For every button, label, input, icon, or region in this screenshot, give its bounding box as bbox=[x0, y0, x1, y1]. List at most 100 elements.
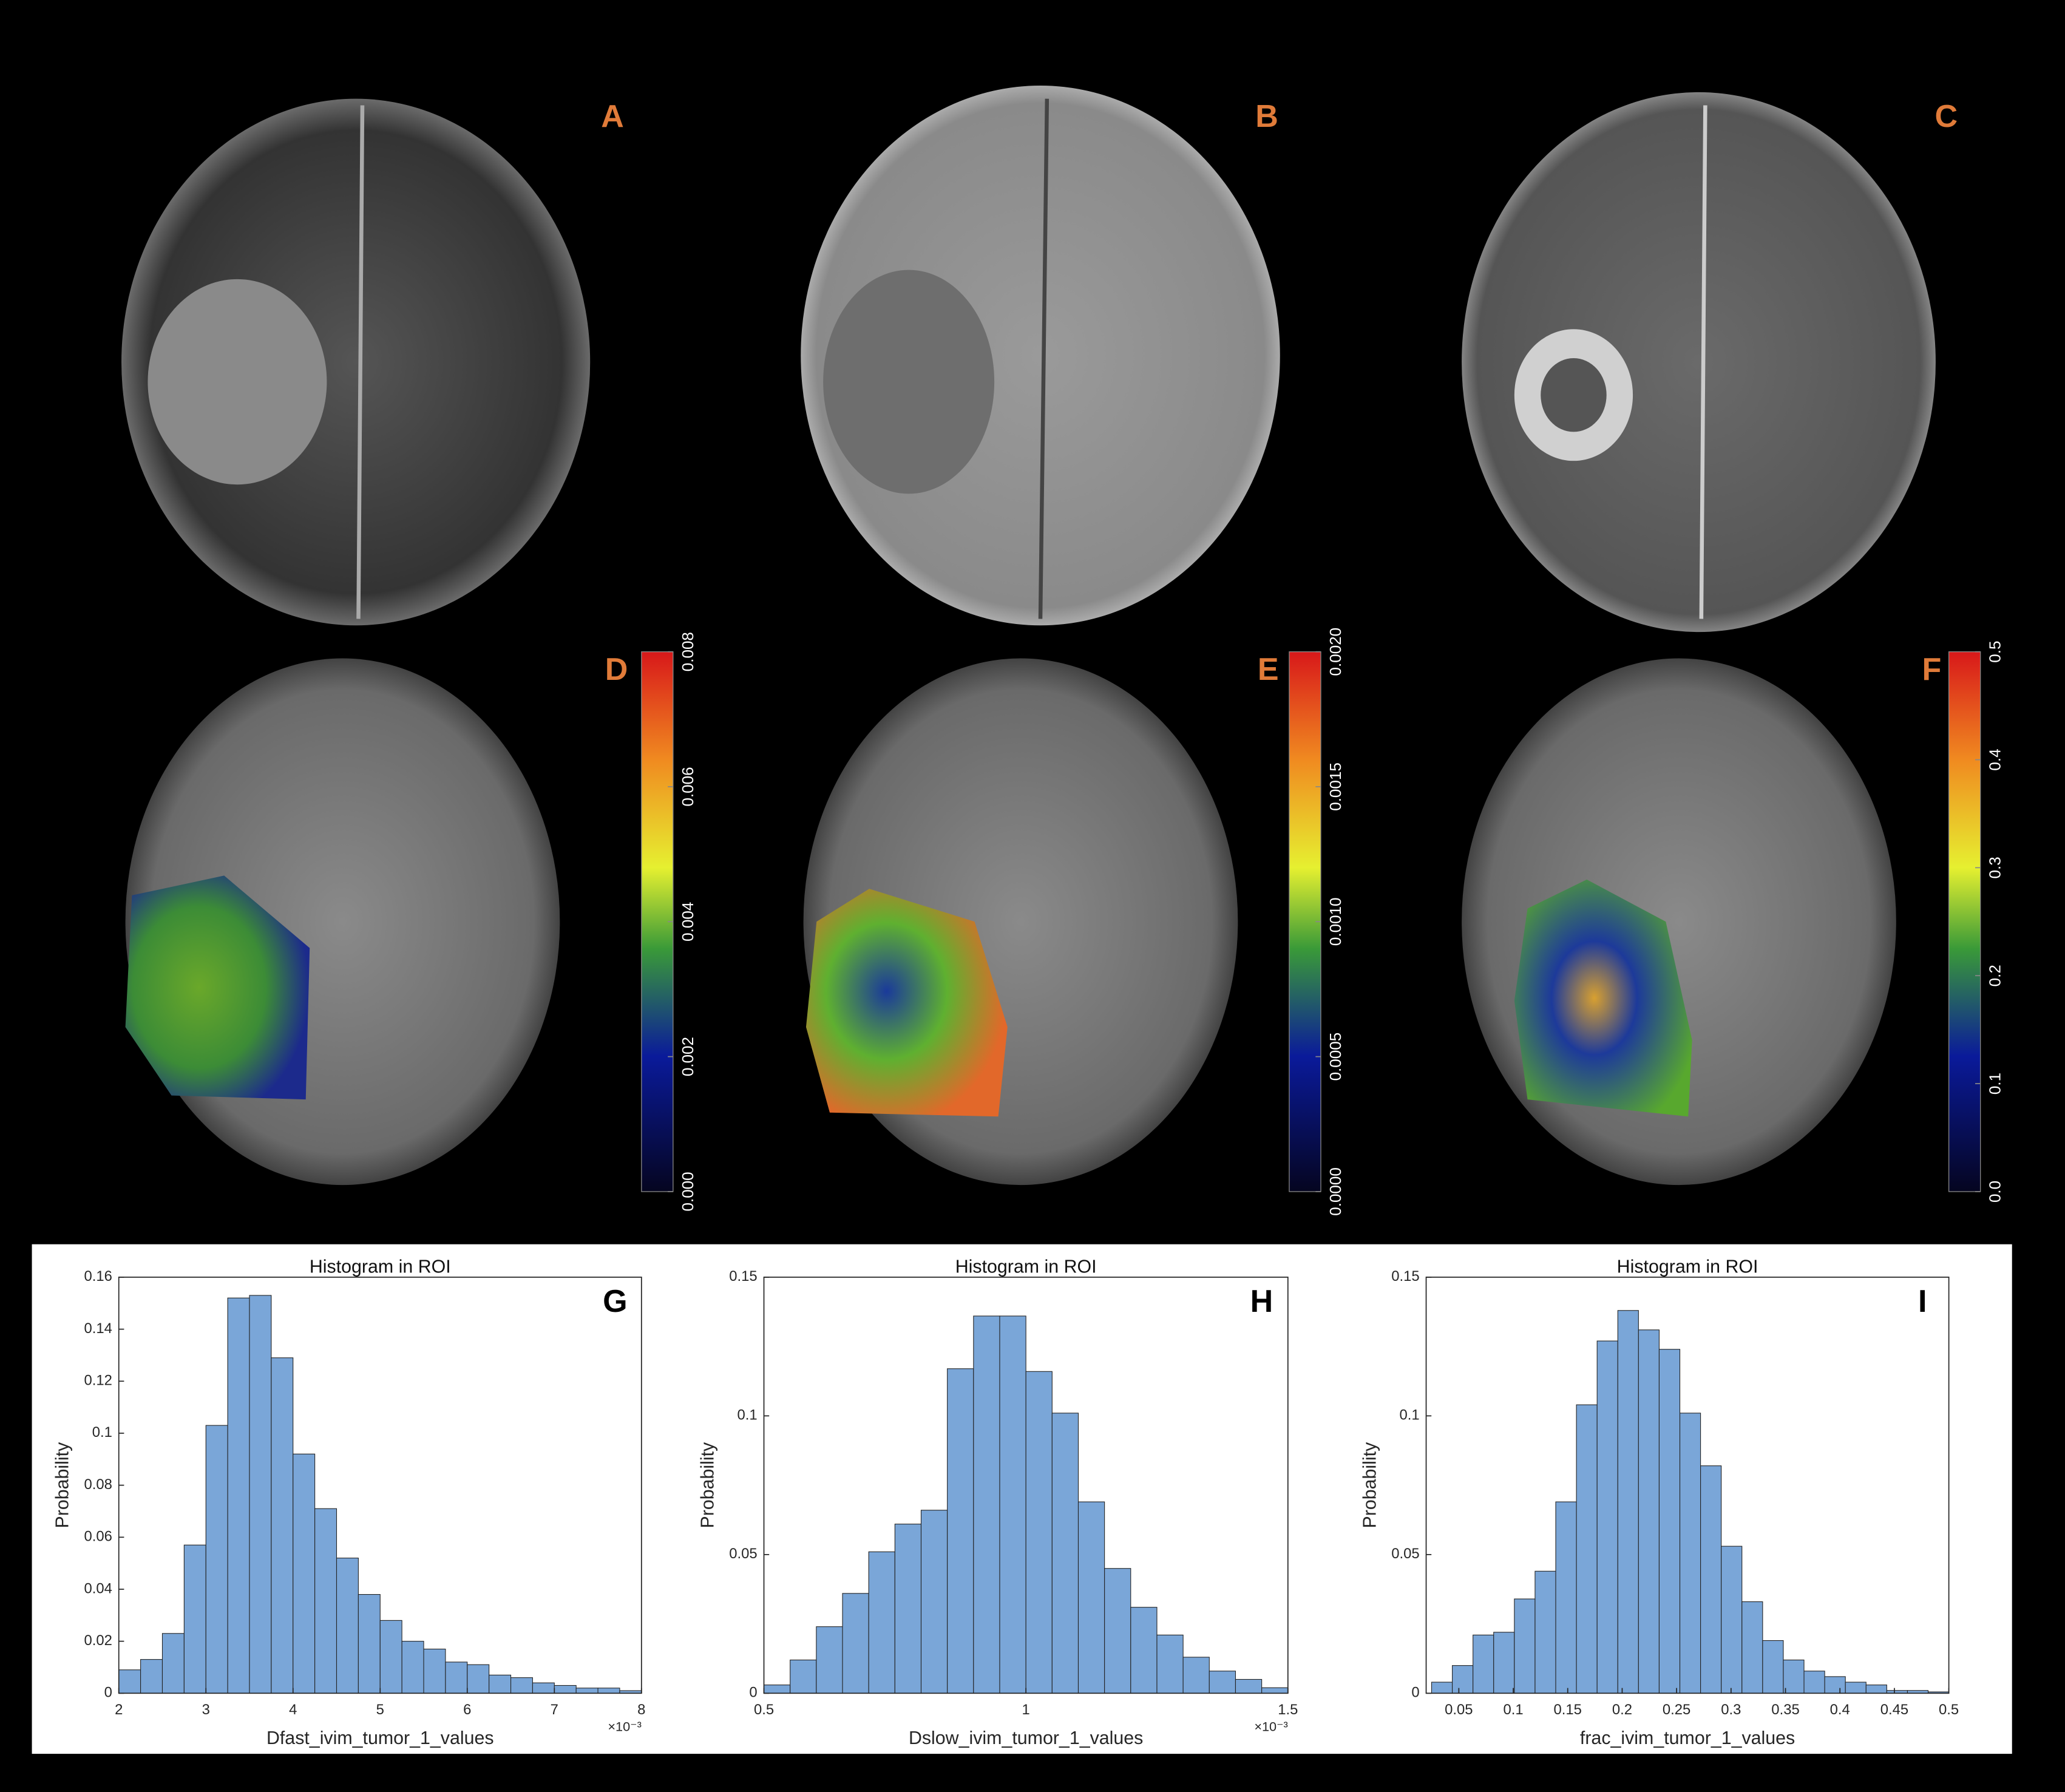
histogram-bar bbox=[227, 1297, 250, 1694]
colorbar-tick-label: 0.2 bbox=[1986, 965, 2004, 986]
histogram-bar bbox=[1235, 1678, 1263, 1694]
y-tick-label: 0 bbox=[749, 1685, 757, 1701]
histogram-bar bbox=[1130, 1607, 1158, 1694]
colorbar bbox=[1948, 651, 1981, 1192]
histogram-bar bbox=[423, 1648, 446, 1694]
dwi-f bbox=[1462, 658, 1896, 1186]
histogram-bar bbox=[249, 1295, 272, 1694]
colorbar-tick-label: 0.0005 bbox=[1326, 1033, 1344, 1081]
x-tick-label: 3 bbox=[202, 1702, 210, 1718]
chart-title: Histogram in ROI bbox=[955, 1257, 1097, 1277]
x-tick-label: 0.15 bbox=[1554, 1702, 1582, 1718]
histogram-bar bbox=[140, 1659, 163, 1694]
histogram-bar bbox=[575, 1688, 598, 1694]
histogram-bar bbox=[1156, 1634, 1184, 1694]
histogram-bar bbox=[1658, 1349, 1681, 1694]
axes-box bbox=[1425, 1277, 1950, 1694]
histogram-bar bbox=[1679, 1413, 1701, 1694]
panel-letter: A bbox=[601, 99, 624, 134]
y-tick-label: 0.05 bbox=[729, 1546, 757, 1562]
x-multiplier: ×10⁻³ bbox=[608, 1719, 641, 1734]
histogram-bar bbox=[894, 1524, 922, 1694]
x-tick-label: 5 bbox=[376, 1702, 384, 1718]
histogram-bar bbox=[920, 1510, 948, 1694]
histogram-bar bbox=[1534, 1570, 1556, 1694]
x-tick-label: 0.5 bbox=[754, 1702, 774, 1718]
colorbar-tick-label: 0.0 bbox=[1986, 1181, 2004, 1203]
x-axis-label: Dslow_ivim_tumor_1_values bbox=[909, 1728, 1143, 1748]
histogram-bar bbox=[1452, 1665, 1474, 1694]
colorbar-tick-label: 0.002 bbox=[679, 1037, 697, 1076]
colorbar-tick-label: 0.4 bbox=[1986, 748, 2004, 770]
x-tick-label: 2 bbox=[115, 1702, 123, 1718]
histogram-bar bbox=[1824, 1676, 1846, 1694]
colorbar-tick-label: 0.008 bbox=[679, 632, 697, 671]
y-tick-label: 0.04 bbox=[84, 1580, 112, 1597]
histogram-bar bbox=[358, 1594, 381, 1694]
x-tick-label: 0.5 bbox=[1939, 1702, 1959, 1718]
x-tick-label: 0.2 bbox=[1612, 1702, 1632, 1718]
histogram-bar bbox=[1617, 1310, 1639, 1694]
panel-letter: F bbox=[1922, 652, 1942, 687]
panel-letter: B bbox=[1255, 99, 1278, 134]
x-axis-label: Dfast_ivim_tumor_1_values bbox=[266, 1728, 494, 1748]
y-tick-label: 0.12 bbox=[84, 1373, 112, 1389]
histogram-bar bbox=[336, 1558, 359, 1694]
histogram-bar bbox=[1783, 1659, 1805, 1694]
histogram-bar bbox=[1514, 1598, 1536, 1694]
x-tick-label: 0.05 bbox=[1445, 1702, 1473, 1718]
y-tick-label: 0.1 bbox=[92, 1424, 112, 1441]
chart-title: Histogram in ROI bbox=[1617, 1257, 1758, 1277]
histogram-bar bbox=[510, 1677, 533, 1694]
histogram-bar bbox=[1555, 1501, 1577, 1694]
x-tick-label: 4 bbox=[289, 1702, 297, 1718]
colorbar-tick-label: 0.000 bbox=[679, 1172, 697, 1211]
y-axis-label: Probability bbox=[697, 1442, 717, 1529]
histogram-bar bbox=[118, 1669, 141, 1694]
colorbar-tick-label: 0.0015 bbox=[1326, 762, 1344, 811]
y-tick-label: 0 bbox=[104, 1685, 112, 1701]
histogram-bar bbox=[314, 1508, 337, 1694]
histogram-bar bbox=[973, 1315, 1000, 1694]
histogram-bar bbox=[183, 1544, 206, 1694]
histogram-bar bbox=[1209, 1671, 1236, 1694]
colorbar-tick-label: 0.0010 bbox=[1326, 898, 1344, 946]
x-tick-label: 0.3 bbox=[1721, 1702, 1741, 1718]
y-tick-label: 0 bbox=[1411, 1685, 1419, 1701]
x-tick-label: 6 bbox=[463, 1702, 471, 1718]
histogram-bar bbox=[1493, 1632, 1515, 1694]
histogram-bar bbox=[1182, 1657, 1210, 1694]
y-tick-label: 0.1 bbox=[738, 1407, 758, 1424]
histogram-bar bbox=[1638, 1329, 1660, 1694]
histogram-bar bbox=[271, 1357, 294, 1694]
histogram-bar bbox=[467, 1664, 490, 1694]
y-tick-label: 0.08 bbox=[84, 1476, 112, 1493]
histogram-bar bbox=[554, 1685, 577, 1694]
histogram-bar bbox=[947, 1368, 974, 1694]
x-tick-label: 0.25 bbox=[1663, 1702, 1690, 1718]
histogram-bar bbox=[532, 1682, 555, 1694]
y-tick-label: 0.1 bbox=[1400, 1407, 1420, 1424]
histogram-bar bbox=[489, 1674, 512, 1694]
x-tick-label: 0.45 bbox=[1880, 1702, 1908, 1718]
histogram-bar bbox=[1803, 1671, 1825, 1694]
histogram-bar bbox=[597, 1688, 620, 1694]
x-tick-label: 0.35 bbox=[1771, 1702, 1799, 1718]
histogram-bar bbox=[1431, 1682, 1453, 1694]
chart-title: Histogram in ROI bbox=[310, 1257, 451, 1277]
histogram-bar bbox=[445, 1661, 468, 1694]
y-tick-label: 0.05 bbox=[1391, 1546, 1419, 1562]
histogram-bar bbox=[1596, 1340, 1618, 1694]
histogram-bar bbox=[1576, 1404, 1598, 1694]
histogram-bar bbox=[161, 1633, 185, 1694]
x-multiplier: ×10⁻³ bbox=[1254, 1719, 1287, 1734]
y-tick-label: 0.15 bbox=[1391, 1268, 1419, 1285]
colorbar-tick-label: 0.0020 bbox=[1326, 628, 1344, 676]
colorbar-tick-label: 0.006 bbox=[679, 767, 697, 806]
dwi-e bbox=[803, 658, 1238, 1186]
x-tick-label: 8 bbox=[637, 1702, 645, 1718]
histogram-bar bbox=[868, 1551, 895, 1694]
x-tick-label: 1 bbox=[1022, 1702, 1030, 1718]
histogram-bar bbox=[1025, 1371, 1053, 1694]
